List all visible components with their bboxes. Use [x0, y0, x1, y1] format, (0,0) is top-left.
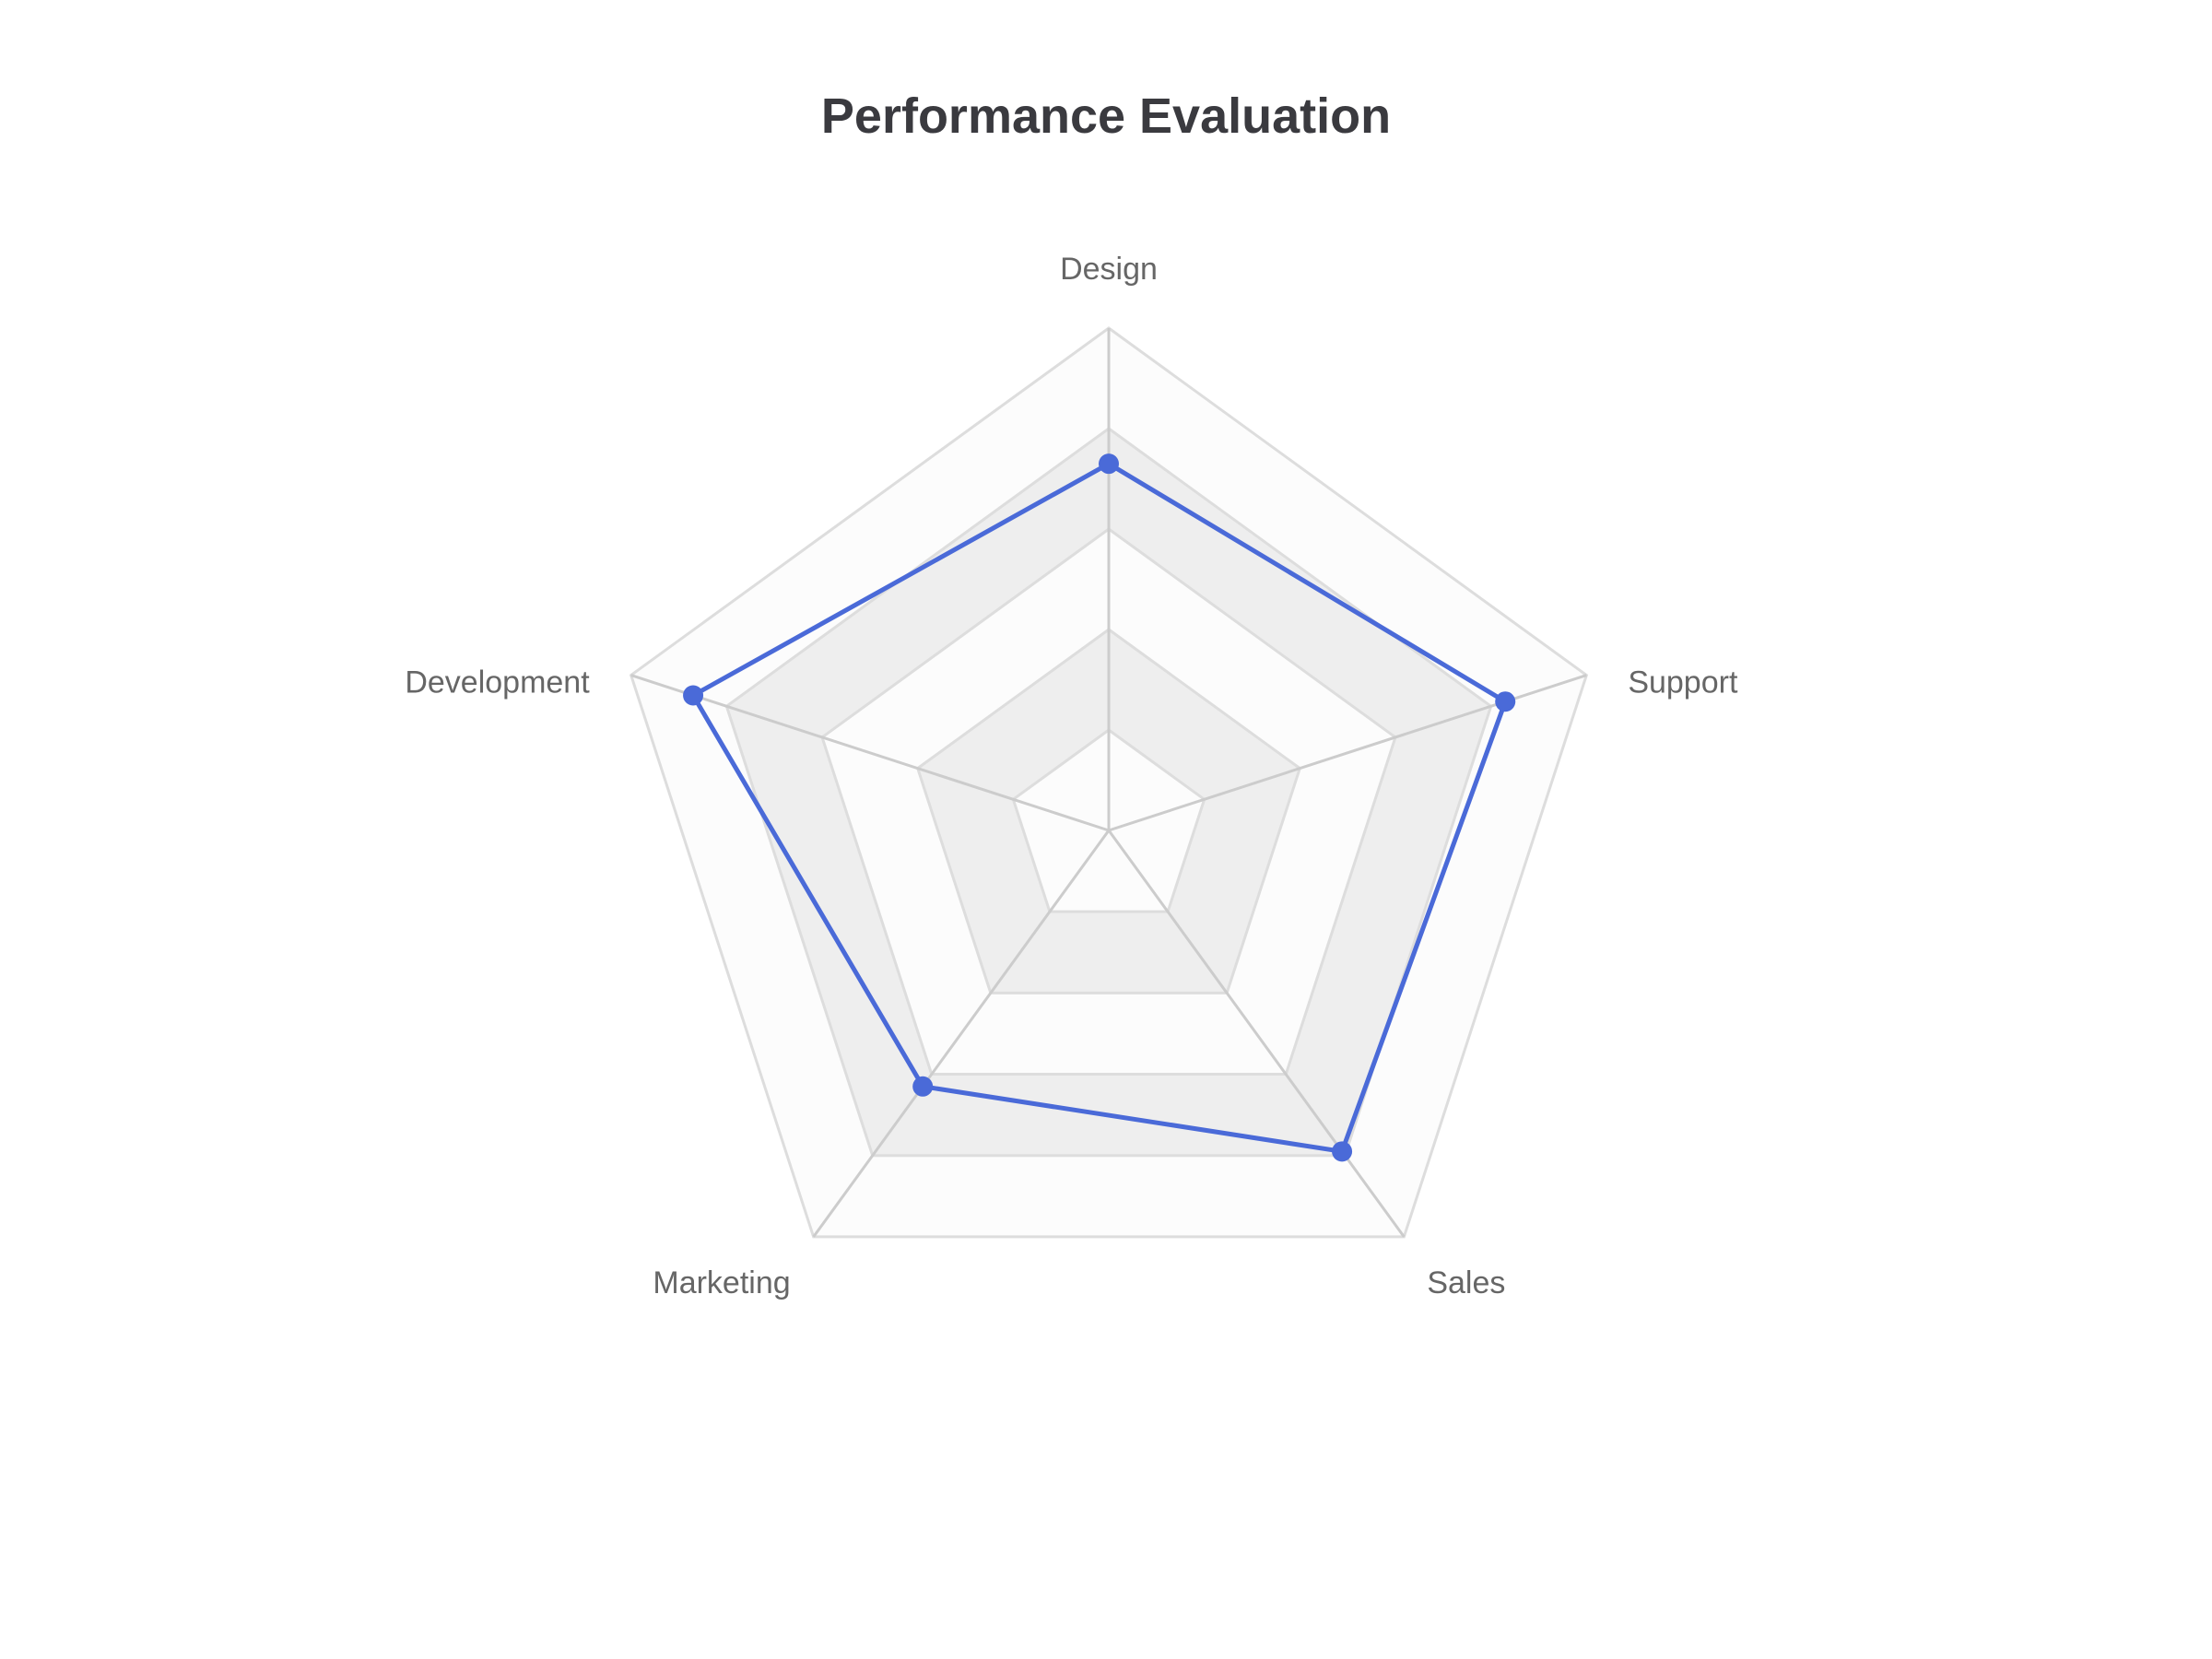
series-layer: [683, 453, 1516, 1162]
grid-ring-3: [820, 527, 1397, 1077]
axis-label-marketing: Marketing: [653, 1265, 790, 1300]
grid-ring-1: [1011, 728, 1206, 913]
data-point-marketing[interactable]: [912, 1076, 934, 1097]
axis-spoke-sales: [1107, 830, 1406, 1238]
grid-ring-2: [915, 628, 1302, 994]
axis-label-development: Development: [405, 665, 590, 700]
axis-spoke-development: [630, 674, 1110, 832]
chart-title: Performance Evaluation: [820, 88, 1392, 144]
data-point-support[interactable]: [1495, 691, 1516, 712]
axis-label-design: Design: [1060, 252, 1158, 287]
series-line: [690, 461, 1508, 1154]
grid-ring-5: [629, 326, 1589, 1239]
data-point-design[interactable]: [1099, 453, 1119, 475]
axis-spoke-marketing: [812, 830, 1111, 1238]
axis-label-support: Support: [1628, 665, 1738, 700]
grid-rings: [629, 326, 1589, 1239]
grid-ring-4: [724, 427, 1493, 1158]
axis-label-sales: Sales: [1427, 1265, 1505, 1300]
data-point-sales[interactable]: [1332, 1141, 1353, 1162]
axis-labels: Design Support Sales Marketing Development: [405, 252, 1738, 1300]
data-point-development[interactable]: [683, 685, 704, 706]
